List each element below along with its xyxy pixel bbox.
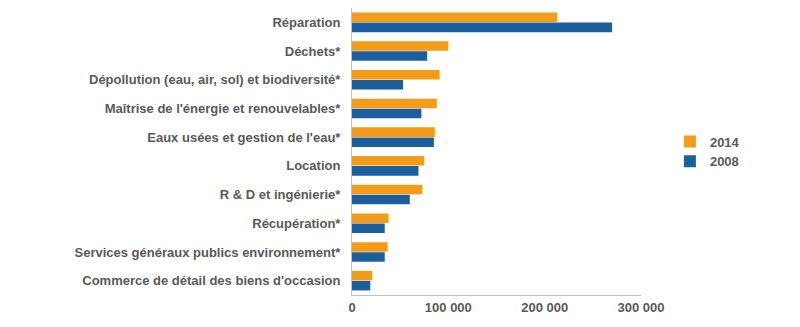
svg-text:Dépollution (eau, air, sol) et: Dépollution (eau, air, sol) et biodivers… <box>89 72 341 87</box>
svg-text:Réparation: Réparation <box>272 15 340 30</box>
svg-text:Maîtrise de l'énergie et renou: Maîtrise de l'énergie et renouvelables* <box>105 101 342 116</box>
svg-text:Commerce de détail des biens d: Commerce de détail des biens d'occasion <box>82 273 340 288</box>
svg-text:0: 0 <box>348 300 355 315</box>
svg-text:Location: Location <box>286 158 340 173</box>
svg-text:300 000: 300 000 <box>618 300 665 315</box>
svg-text:2008: 2008 <box>710 154 739 169</box>
svg-text:Récupération*: Récupération* <box>252 216 341 231</box>
svg-text:Déchets*: Déchets* <box>285 44 342 59</box>
svg-text:200 000: 200 000 <box>521 300 568 315</box>
svg-text:Services généraux publics envi: Services généraux publics environnement* <box>75 245 342 260</box>
svg-text:R & D et ingénierie*: R & D et ingénierie* <box>220 187 342 202</box>
svg-text:2014: 2014 <box>710 135 740 150</box>
svg-text:100 000: 100 000 <box>425 300 472 315</box>
svg-text:Eaux usées et gestion de l'eau: Eaux usées et gestion de l'eau* <box>147 130 341 145</box>
